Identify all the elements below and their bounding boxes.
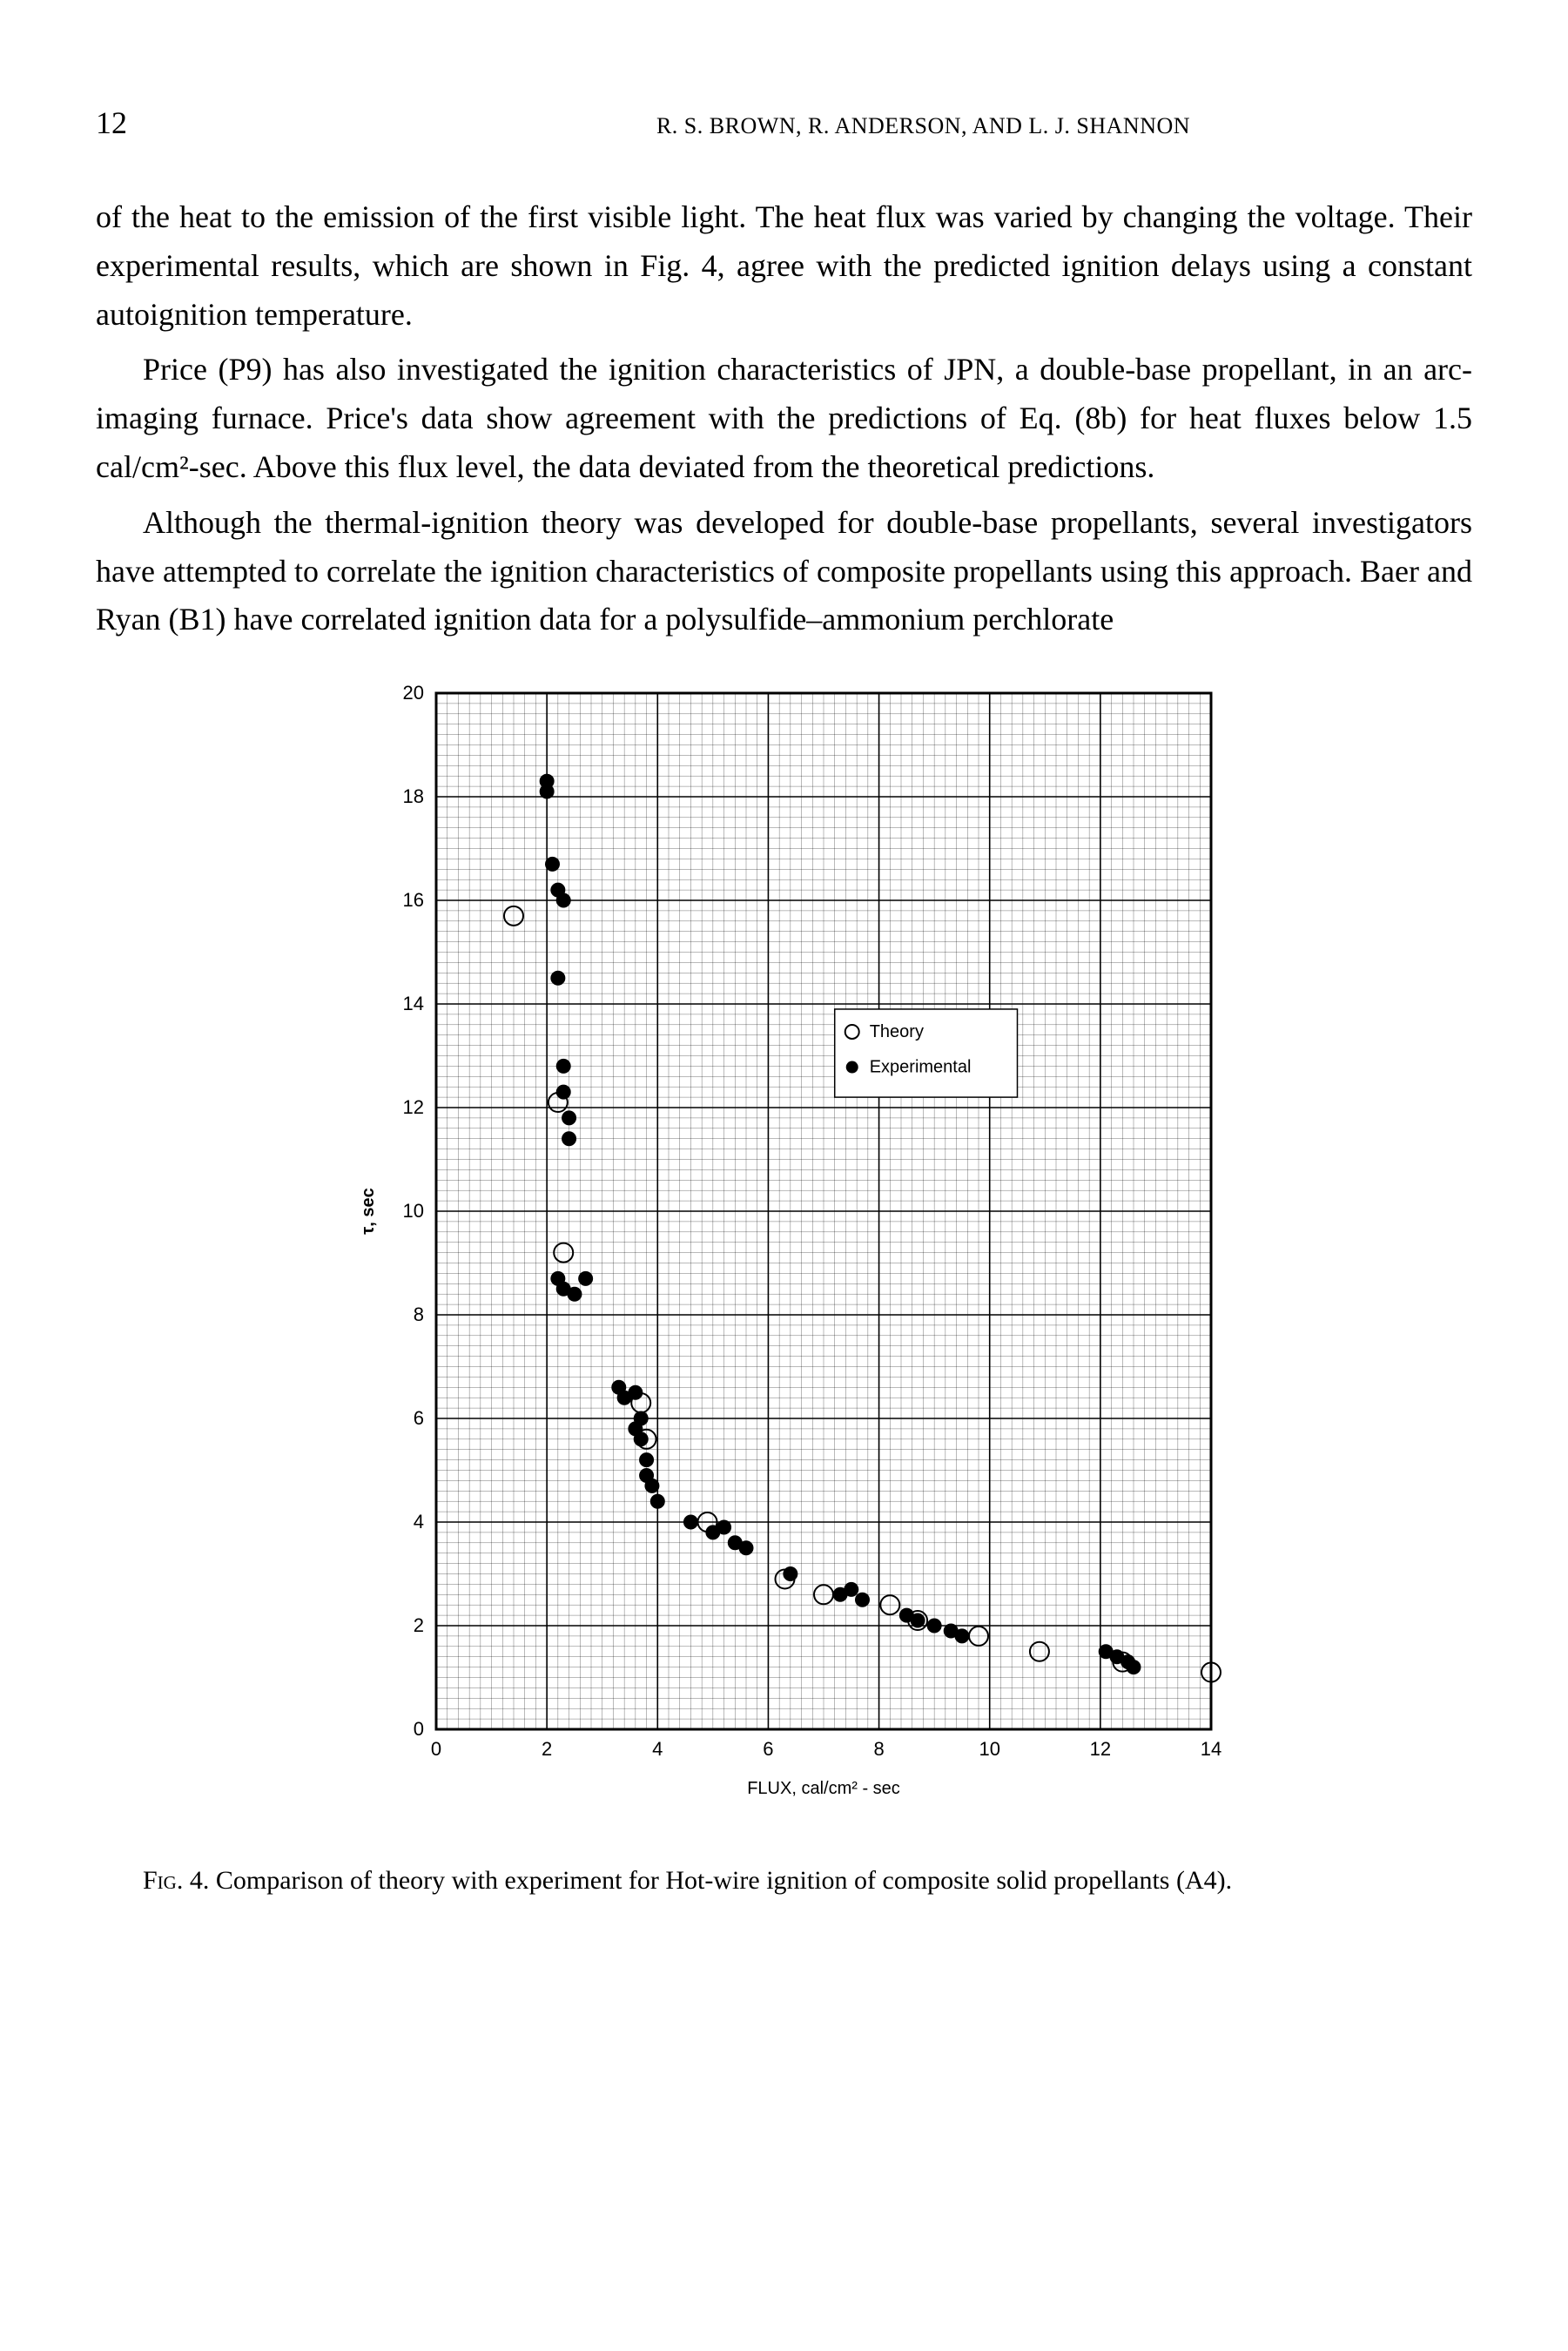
figure-4-chart: 0 2 4 6 8 10 12 14 0 2 4 6 8 10 12 14 16 18 20 FLUX, cal/cm… — [340, 676, 1228, 1825]
svg-text:18: 18 — [402, 785, 423, 807]
paragraph-3: Although the thermal-ignition theory was… — [96, 499, 1472, 644]
svg-text:6: 6 — [413, 1407, 423, 1429]
svg-text:6: 6 — [763, 1738, 773, 1760]
paragraph-1: of the heat to the emission of the first… — [96, 193, 1472, 339]
figure-4: 0 2 4 6 8 10 12 14 0 2 4 6 8 10 12 14 16 18 20 FLUX, cal/cm… — [96, 676, 1472, 1825]
svg-text:14: 14 — [1200, 1738, 1221, 1760]
paragraph-2-text: Price (P9) has also investigated the ign… — [96, 352, 1472, 484]
svg-text:10: 10 — [402, 1200, 423, 1222]
svg-text:0: 0 — [430, 1738, 441, 1760]
svg-text:20: 20 — [402, 682, 423, 704]
svg-text:14: 14 — [402, 993, 423, 1014]
paragraph-3-text: Although the thermal-ignition theory was… — [96, 505, 1472, 637]
svg-text:Theory: Theory — [869, 1022, 923, 1041]
running-head: R. S. BROWN, R. ANDERSON, AND L. J. SHAN… — [374, 113, 1472, 139]
svg-text:4: 4 — [413, 1511, 423, 1533]
legend-box — [834, 1009, 1017, 1097]
paragraph-2: Price (P9) has also investigated the ign… — [96, 346, 1472, 491]
svg-text:0: 0 — [413, 1718, 423, 1740]
page-number: 12 — [96, 104, 374, 141]
svg-text:8: 8 — [873, 1738, 884, 1760]
svg-text:16: 16 — [402, 889, 423, 911]
figure-4-caption: Fig. 4. Comparison of theory with experi… — [96, 1860, 1472, 1902]
svg-text:2: 2 — [413, 1614, 423, 1636]
x-axis-label: FLUX, cal/cm² - sec — [747, 1779, 900, 1798]
paragraph-1-text: of the heat to the emission of the first… — [96, 199, 1472, 332]
figure-caption-text: Comparison of theory with experiment for… — [209, 1866, 1232, 1895]
svg-text:2: 2 — [542, 1738, 552, 1760]
svg-text:4: 4 — [652, 1738, 663, 1760]
svg-text:10: 10 — [979, 1738, 999, 1760]
svg-text:8: 8 — [413, 1303, 423, 1325]
svg-text:12: 12 — [402, 1096, 423, 1118]
svg-text:12: 12 — [1089, 1738, 1110, 1760]
y-axis-label: τ, sec — [359, 1188, 378, 1234]
svg-text:Experimental: Experimental — [869, 1058, 971, 1077]
page-header: 12 R. S. BROWN, R. ANDERSON, AND L. J. S… — [96, 104, 1472, 141]
figure-label: Fig. 4. — [143, 1866, 209, 1895]
